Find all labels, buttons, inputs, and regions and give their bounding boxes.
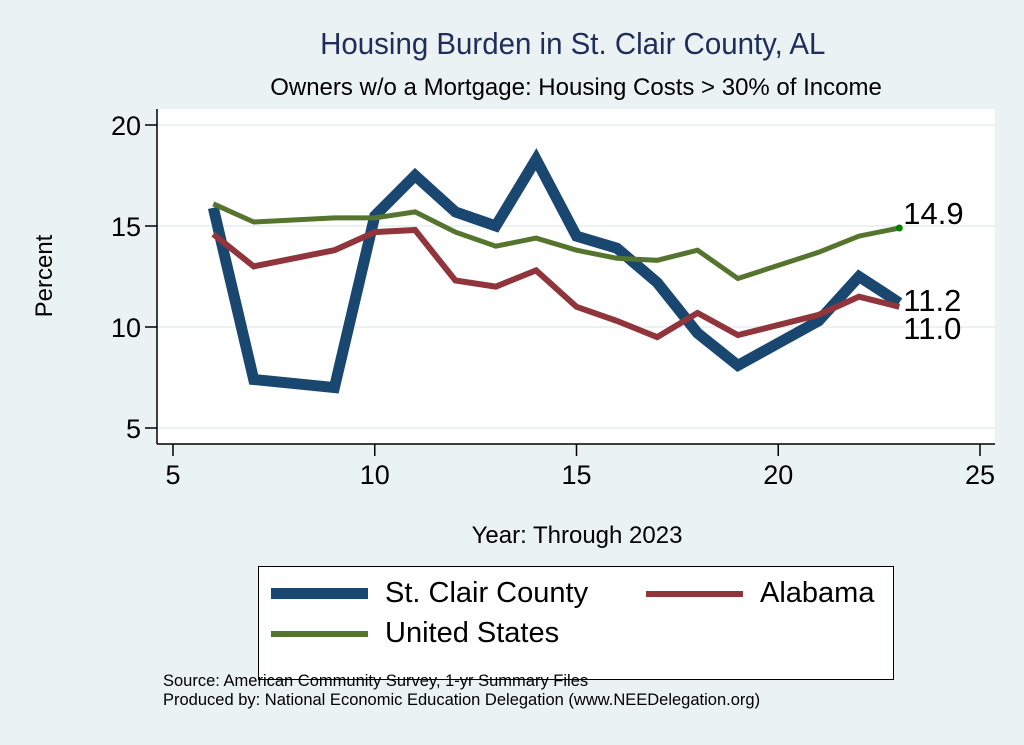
y-tick-label-10: 10 (111, 313, 141, 343)
chart-subtitle: Owners w/o a Mortgage: Housing Costs > 3… (270, 74, 882, 101)
series-line-united-states (212, 201, 900, 282)
chart-title: Housing Burden in St. Clair County, AL (320, 26, 826, 61)
end-label-alabama: 11.0 (903, 311, 961, 346)
x-axis-label: Year: Through 2023 (472, 522, 683, 549)
x-tick-label-15: 15 (561, 460, 591, 490)
footer: Source: American Community Survey, 1-yr … (163, 672, 760, 710)
legend-swatch-st-clair (271, 588, 368, 599)
legend-swatch-united-states (271, 630, 368, 637)
legend-item-alabama: Alabama (646, 577, 874, 610)
x-tick-label-20: 20 (763, 460, 793, 490)
y-axis-label: Percent (31, 234, 58, 317)
plot-area (157, 109, 995, 444)
legend: St. Clair County Alabama United States (258, 566, 894, 680)
legend-label-st-clair: St. Clair County (385, 577, 589, 609)
x-tick-label-10: 10 (360, 460, 390, 490)
x-tick-label-5: 5 (165, 460, 180, 490)
end-label-st-clair-county: 11.2 (903, 283, 961, 318)
source-note: Source: American Community Survey, 1-yr … (163, 672, 589, 690)
series-line-alabama (211, 226, 901, 341)
axes: 5 10 15 20 5 10 15 20 25 (111, 109, 995, 490)
y-tick-label-5: 5 (126, 414, 141, 444)
legend-label-united-states: United States (385, 617, 560, 649)
series-line-st-clair-county (207, 148, 903, 394)
series-group (207, 148, 903, 394)
end-label-united-states: 14.9 (903, 196, 963, 231)
legend-swatch-alabama (646, 590, 743, 597)
line-chart: 5 10 15 20 5 10 15 20 25 11.211.0 14.9 Year: Thro… (31, 109, 995, 549)
legend-item-st-clair: St. Clair County (271, 577, 588, 610)
y-tick-label-20: 20 (111, 111, 141, 141)
legend-label-alabama: Alabama (760, 577, 875, 609)
legend-item-united-states: United States (271, 617, 559, 650)
produced-by-note: Produced by: National Economic Education… (163, 691, 761, 709)
end-marker-united-states (895, 224, 903, 232)
y-tick-label-15: 15 (111, 212, 141, 242)
end-labels: 11.211.0 14.9 (903, 196, 963, 346)
x-tick-label-25: 25 (965, 460, 995, 490)
